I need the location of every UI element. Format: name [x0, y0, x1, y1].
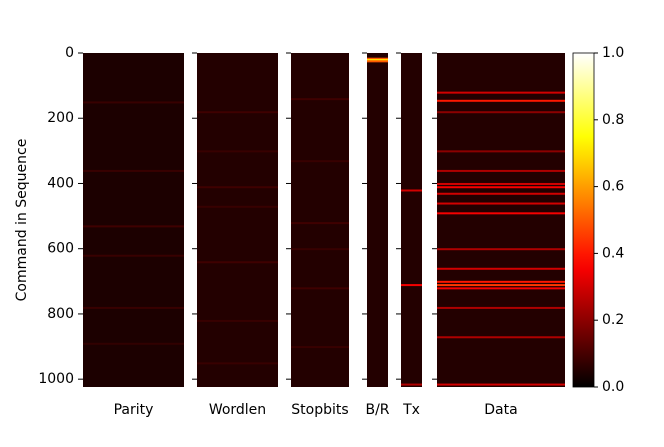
- heatmap-stripe: [197, 319, 278, 322]
- colorbar-tick-label: 0.4: [602, 245, 624, 261]
- heatmap-background: [401, 53, 422, 387]
- panel-label: Data: [484, 402, 517, 418]
- heatmap-stripe: [401, 284, 422, 287]
- heatmap-stripe: [437, 202, 565, 205]
- heatmap-stripe: [291, 222, 349, 225]
- colorbar-tick-label: 0.2: [602, 312, 624, 328]
- heatmap-stripe: [437, 169, 565, 172]
- heatmap-stripe: [83, 342, 184, 345]
- heatmap-stripe: [197, 362, 278, 365]
- heatmap-stripe: [83, 254, 184, 257]
- heatmap-stripe: [401, 383, 422, 386]
- colorbar-tick-label: 0.8: [602, 112, 624, 128]
- heatmap-stripe: [83, 169, 184, 172]
- heatmap-stripe: [437, 150, 565, 153]
- heatmap-stripe: [291, 248, 349, 251]
- y-tick-label: 1000: [38, 371, 74, 387]
- heatmap-stripe: [367, 57, 388, 60]
- colorbar-tick-label: 1.0: [602, 45, 624, 61]
- heatmap-stripe: [367, 59, 388, 62]
- heatmap-stripe: [437, 248, 565, 251]
- heatmap-stripe: [437, 287, 565, 290]
- colorbar: [572, 52, 595, 388]
- colorbar-tick-label: 0.6: [602, 179, 624, 195]
- heatmap-stripe: [83, 225, 184, 228]
- heatmap-background: [437, 53, 565, 387]
- heatmap-stripe: [437, 267, 565, 270]
- heatmap-stripe: [197, 261, 278, 264]
- heatmap-stripe: [437, 280, 565, 283]
- heatmap-stripe: [437, 212, 565, 215]
- y-axis-label: Command in Sequence: [14, 139, 30, 302]
- heatmap-stripe: [83, 101, 184, 104]
- heatmap-stripe: [197, 111, 278, 114]
- heatmap-stripe: [197, 205, 278, 208]
- heatmap-stripe: [83, 306, 184, 309]
- heatmap-stripe: [291, 346, 349, 349]
- y-tick-label: 600: [47, 241, 74, 257]
- panel-label: Parity: [114, 402, 154, 418]
- y-tick-label: 0: [65, 45, 74, 61]
- heatmap-stripe: [437, 182, 565, 185]
- heatmap-stripe: [437, 99, 565, 102]
- y-tick-label: 200: [47, 110, 74, 126]
- panel-label: B/R: [365, 402, 389, 418]
- heatmap-stripe: [437, 336, 565, 339]
- heatmap-stripe: [401, 189, 422, 192]
- heatmap-stripe: [197, 150, 278, 153]
- y-tick-label: 800: [47, 306, 74, 322]
- heatmap-background: [197, 53, 278, 387]
- heatmap-background: [367, 53, 388, 387]
- panel-label: Stopbits: [291, 402, 348, 418]
- heatmap-stripe: [367, 60, 388, 63]
- y-tick-label: 400: [47, 175, 74, 191]
- panel-label: Wordlen: [209, 402, 266, 418]
- colorbar-tick-label: 0.0: [602, 379, 624, 395]
- heatmap-stripe: [437, 186, 565, 189]
- heatmap-background: [83, 53, 184, 387]
- heatmap-stripe: [437, 111, 565, 114]
- heatmap-stripe: [197, 186, 278, 189]
- heatmap-stripe: [291, 160, 349, 163]
- heatmap-stripe: [291, 287, 349, 290]
- panel-label: Tx: [402, 402, 420, 418]
- heatmap-stripe: [437, 383, 565, 386]
- heatmap-stripe: [437, 284, 565, 287]
- heatmap-stripe: [437, 306, 565, 309]
- heatmap-stripe: [437, 91, 565, 94]
- heatmap-stripe: [437, 192, 565, 195]
- heatmap-background: [291, 53, 349, 387]
- heatmap-stripe: [291, 98, 349, 101]
